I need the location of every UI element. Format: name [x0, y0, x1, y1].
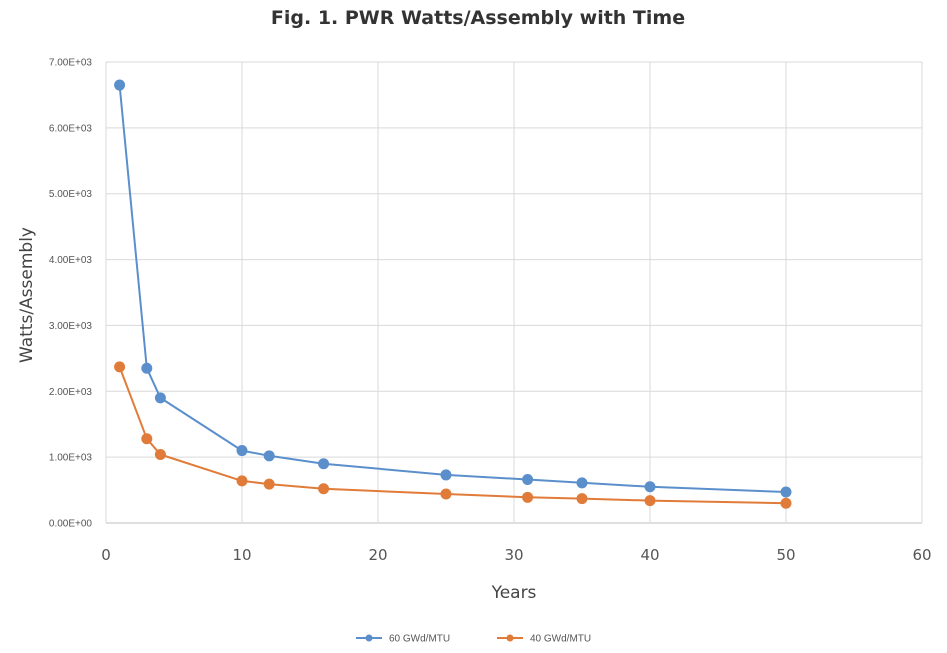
- y-axis-title: Watts/Assembly: [17, 227, 37, 363]
- x-tick-label: 50: [776, 546, 795, 564]
- data-point: [780, 497, 792, 509]
- data-point: [263, 450, 275, 462]
- data-point: [780, 486, 792, 498]
- series-line: [118, 85, 787, 493]
- x-tick-label: 0: [101, 546, 111, 564]
- data-point: [154, 392, 166, 404]
- data-point: [644, 495, 656, 507]
- data-point: [236, 475, 248, 487]
- data-point: [522, 474, 534, 486]
- y-tick-label: 1.00E+03: [49, 453, 93, 464]
- y-tick-label: 4.00E+03: [49, 255, 93, 266]
- legend-item: 60 GWd/MTU: [356, 634, 450, 645]
- grid-lines: [105, 61, 923, 524]
- legend-label: 60 GWd/MTU: [389, 634, 450, 645]
- legend-swatch-marker: [506, 634, 514, 642]
- legend-item: 40 GWd/MTU: [497, 634, 591, 645]
- data-point: [236, 445, 248, 457]
- y-axis-ticks: 0.00E+00 1.00E+03 2.00E+03 3.00E+03 4.00E+03…: [49, 58, 93, 530]
- data-point: [141, 362, 153, 374]
- data-point: [263, 478, 275, 490]
- data-point: [154, 449, 166, 461]
- y-tick-label: 0.00E+00: [49, 519, 93, 530]
- series-40-gwd: [114, 361, 792, 509]
- y-tick-label: 2.00E+03: [49, 387, 93, 398]
- data-point: [576, 477, 588, 489]
- y-tick-label: 5.00E+03: [49, 189, 93, 200]
- data-point: [576, 493, 588, 505]
- y-tick-label: 3.00E+03: [49, 321, 93, 332]
- data-series: [114, 79, 792, 509]
- data-point: [440, 488, 452, 500]
- data-point: [114, 79, 126, 91]
- legend: 60 GWd/MTU 40 GWd/MTU: [356, 634, 591, 645]
- y-tick-label: 6.00E+03: [49, 123, 93, 134]
- data-point: [141, 433, 153, 445]
- x-axis-ticks: 0 10 20 30 40 50 60: [101, 546, 931, 564]
- data-point: [522, 491, 534, 503]
- y-tick-label: 7.00E+03: [49, 58, 93, 69]
- data-point: [318, 483, 330, 495]
- x-tick-label: 30: [504, 546, 523, 564]
- data-point: [644, 481, 656, 493]
- data-point: [114, 361, 126, 373]
- series-60-gwd: [114, 79, 792, 498]
- legend-label: 40 GWd/MTU: [530, 634, 591, 645]
- data-point: [318, 458, 330, 470]
- x-tick-label: 40: [640, 546, 659, 564]
- x-tick-label: 10: [232, 546, 251, 564]
- data-point: [440, 469, 452, 481]
- legend-swatch-marker: [365, 634, 373, 642]
- x-axis-title: Years: [491, 583, 537, 603]
- chart-title: Fig. 1. PWR Watts/Assembly with Time: [271, 7, 685, 29]
- x-tick-label: 60: [912, 546, 931, 564]
- x-tick-label: 20: [368, 546, 387, 564]
